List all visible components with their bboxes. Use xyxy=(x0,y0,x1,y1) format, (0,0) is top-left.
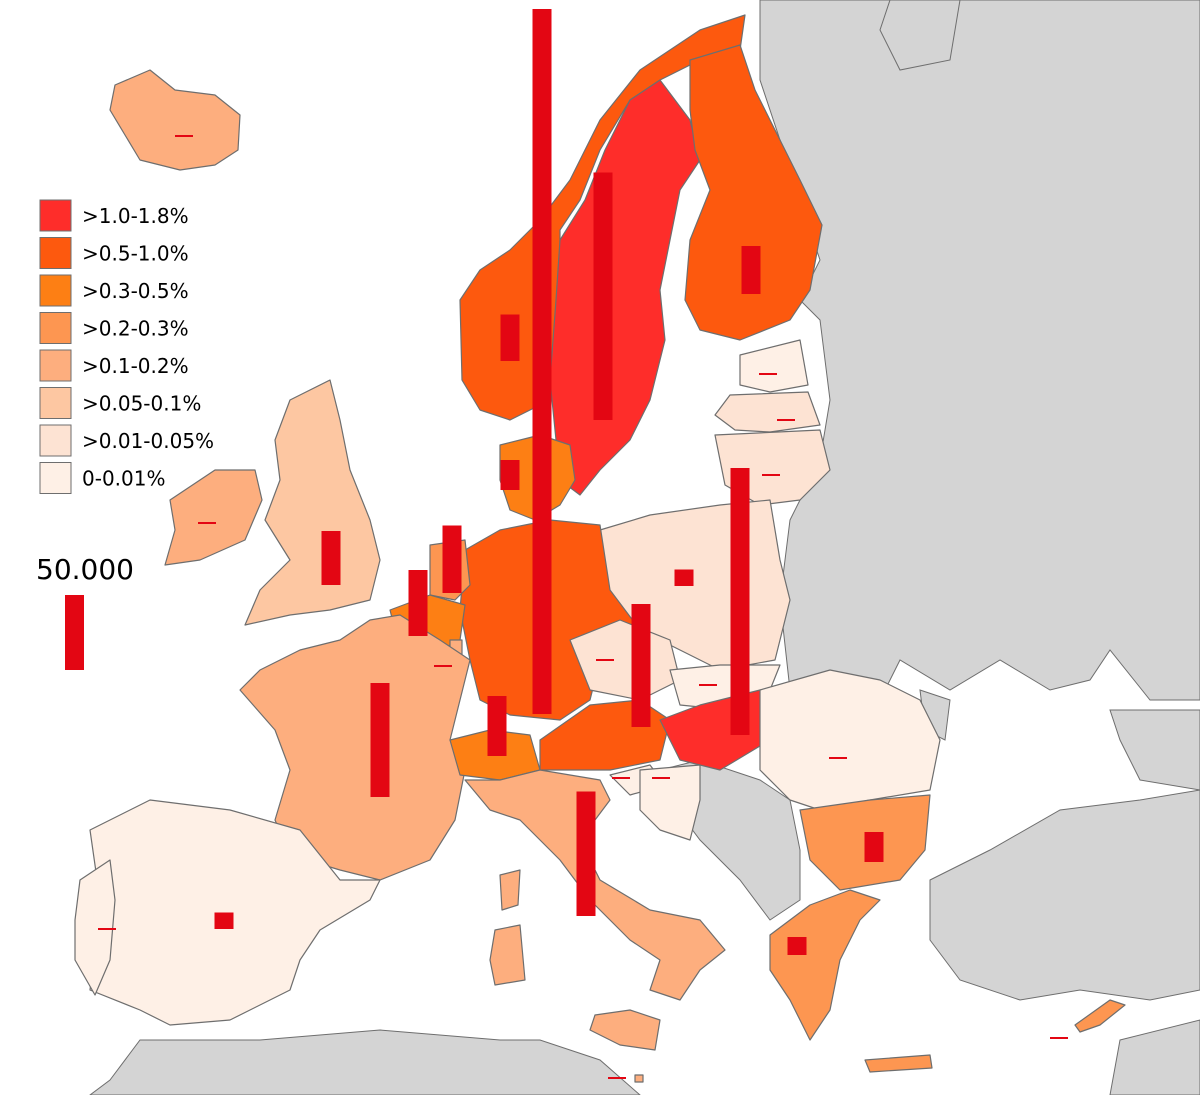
scale-reference: 50.000 xyxy=(36,553,134,670)
country-france xyxy=(239,614,471,881)
bar-netherlands xyxy=(442,525,462,593)
legend-swatch xyxy=(39,274,72,307)
legend-label: >0.01-0.05% xyxy=(82,429,214,453)
country-latvia xyxy=(714,391,821,433)
bar-lithuania xyxy=(762,474,780,476)
middle-east-shape xyxy=(1109,1019,1200,1095)
country-malta xyxy=(634,1074,644,1083)
legend-swatch xyxy=(39,349,72,382)
bar-austria xyxy=(631,604,651,727)
country-estonia xyxy=(739,339,809,393)
legend-swatch xyxy=(39,424,72,457)
legend-label: >1.0-1.8% xyxy=(82,204,189,228)
country-ireland xyxy=(164,469,263,566)
legend-label: 0-0.01% xyxy=(82,467,165,491)
bar-ireland xyxy=(198,522,216,524)
bar-germany xyxy=(532,9,552,714)
bar-bulgaria xyxy=(864,832,884,862)
bar-slovenia xyxy=(612,777,630,779)
bar-finland xyxy=(741,246,761,294)
bar-portugal xyxy=(98,928,116,930)
legend-label: >0.5-1.0% xyxy=(82,242,189,266)
bar-belgium xyxy=(408,570,428,636)
bar-hungary xyxy=(730,468,750,735)
country-romania xyxy=(759,669,941,811)
bar-slovakia xyxy=(699,684,717,686)
scale-label: 50.000 xyxy=(36,553,134,586)
bar-poland xyxy=(674,569,694,586)
legend: >1.0-1.8% >0.5-1.0% >0.3-0.5% >0.2-0.3% >0.1… xyxy=(39,199,214,494)
bar-cyprus xyxy=(1050,1037,1068,1039)
country-corsica xyxy=(499,869,521,911)
bar-italy xyxy=(576,791,596,916)
bar-sweden xyxy=(593,172,613,420)
bar-spain xyxy=(214,912,234,929)
bar-uk xyxy=(321,531,341,585)
country-iceland xyxy=(109,69,241,171)
legend-label: >0.1-0.2% xyxy=(82,354,189,378)
country-sweden xyxy=(549,79,701,496)
bar-iceland xyxy=(175,135,193,137)
legend-swatch xyxy=(39,462,72,494)
bar-france xyxy=(370,683,390,797)
legend-swatch xyxy=(39,237,72,269)
legend-swatch xyxy=(39,199,72,232)
legend-label: >0.2-0.3% xyxy=(82,317,189,341)
bar-malta xyxy=(608,1077,626,1079)
legend-label: >0.05-0.1% xyxy=(82,392,201,416)
bar-estonia xyxy=(759,373,777,375)
bar-czechia xyxy=(596,659,614,661)
value-bars xyxy=(98,9,1068,1079)
bar-romania xyxy=(829,757,847,759)
turkey-shape xyxy=(929,789,1200,1001)
scale-bar xyxy=(65,595,84,670)
bar-denmark xyxy=(500,460,520,490)
bar-latvia xyxy=(777,419,795,421)
country-sardinia xyxy=(489,924,526,986)
country-sicily xyxy=(589,1009,661,1051)
country-croatia xyxy=(639,764,701,841)
country-crete xyxy=(864,1054,933,1073)
bar-switzerland xyxy=(487,696,507,756)
legend-swatch xyxy=(39,312,72,344)
bar-luxembourg xyxy=(434,665,452,667)
legend-label: >0.3-0.5% xyxy=(82,279,189,303)
non-eu-countries xyxy=(89,0,1200,1095)
country-portugal xyxy=(74,859,116,996)
caucasus-shape xyxy=(1109,709,1200,791)
svalbard-coast-shape xyxy=(879,0,961,71)
eu-countries xyxy=(74,14,1126,1083)
legend-swatch xyxy=(39,387,72,419)
north-africa-shape xyxy=(89,1029,641,1095)
country-cyprus xyxy=(1074,999,1126,1033)
bar-greece xyxy=(787,937,807,955)
country-uk xyxy=(244,379,381,626)
country-greece xyxy=(769,889,881,1041)
country-finland xyxy=(684,44,823,341)
bar-norway xyxy=(500,314,520,361)
russia-belarus-ukraine-shape xyxy=(759,0,1200,701)
bar-croatia xyxy=(652,777,670,779)
